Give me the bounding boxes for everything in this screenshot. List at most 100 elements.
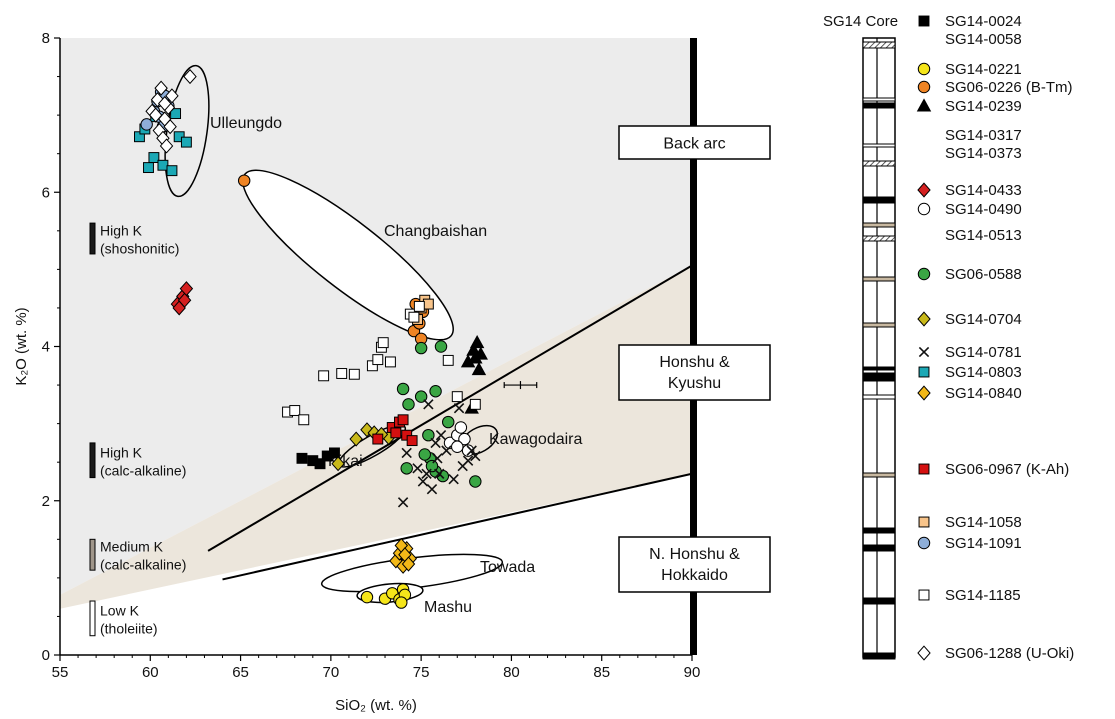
data-point	[296, 452, 308, 464]
legend-marker	[917, 536, 931, 550]
region-label: N. Honshu &	[649, 546, 740, 563]
legend-marker	[918, 589, 930, 601]
legend-label: SG14-0781	[945, 344, 1022, 361]
core-layer-stripe	[862, 394, 896, 400]
legend-marker	[916, 98, 932, 112]
data-point	[154, 80, 168, 96]
data-point	[423, 399, 434, 410]
field-label: Ulleungdo	[210, 115, 282, 132]
data-point	[470, 450, 481, 462]
core-layer-stripe	[862, 97, 896, 102]
data-point	[397, 497, 409, 508]
potassium-series-label: High K	[100, 444, 143, 460]
upper-boundary-line	[207, 264, 693, 552]
data-point	[435, 430, 447, 441]
core-log: SG14 Core SG14-0024SG14-0058SG14-0221SG06…	[823, 13, 1074, 662]
x-marker-stroke	[417, 476, 429, 487]
legend-entry: SG14-0317	[945, 127, 1022, 144]
data-point	[329, 447, 340, 459]
legend-marker	[917, 267, 931, 281]
x-marker-stroke	[435, 430, 447, 441]
legend-entry: SG14-1091	[917, 535, 1022, 552]
data-point	[430, 437, 441, 449]
legend-label: SG06-0226 (B-Tm)	[945, 79, 1073, 96]
data-point	[372, 433, 384, 445]
field-label: Mashu	[424, 599, 472, 616]
legend-entry: SG14-0024	[918, 13, 1022, 30]
data-point	[454, 421, 468, 434]
x-tick-label: 75	[413, 664, 430, 681]
x-marker-stroke	[918, 346, 930, 358]
x-marker-stroke	[453, 403, 465, 414]
data-point	[360, 590, 374, 604]
data-points	[134, 68, 488, 609]
data-point	[469, 398, 481, 410]
x-marker-stroke	[401, 447, 412, 459]
lower-boundary-line	[222, 472, 693, 581]
region-label: Kyushu	[668, 375, 721, 392]
legend-label: SG06-0967 (K-Ah)	[945, 461, 1069, 478]
legend-marker	[917, 80, 931, 94]
x-marker-stroke	[426, 483, 438, 495]
series-sg14-0840	[389, 537, 418, 574]
legend-marker	[917, 385, 931, 401]
data-point	[417, 476, 429, 487]
data-point	[453, 403, 465, 414]
core-layer-stripe	[862, 527, 896, 534]
data-point	[158, 95, 172, 112]
data-point	[166, 165, 178, 177]
back-arc-region	[60, 38, 692, 595]
x-marker-stroke	[421, 468, 432, 479]
potassium-series-label: (calc-alkaline)	[100, 462, 186, 478]
potassium-series-label: (tholeiite)	[100, 620, 158, 636]
series-sg14-0781	[397, 399, 481, 508]
core-layer-stripe	[862, 322, 896, 328]
data-point	[400, 462, 413, 475]
legend-label: SG14-0840	[945, 385, 1022, 402]
data-point	[471, 362, 487, 376]
x-tick-label: 85	[593, 664, 610, 681]
x-tick-label: 70	[323, 664, 340, 681]
x-marker-stroke	[448, 473, 459, 485]
core-layer-stripe	[862, 472, 896, 478]
legend-entry: SG14-0221	[917, 61, 1022, 78]
legend-marker	[918, 516, 930, 528]
data-point	[442, 415, 455, 429]
data-point	[469, 335, 485, 349]
x-marker-stroke	[434, 468, 445, 479]
data-point	[429, 385, 442, 398]
data-point	[402, 398, 415, 411]
legend-label: SG14-0317	[945, 127, 1022, 144]
series-sg14-0221	[360, 583, 412, 609]
data-point	[289, 405, 301, 416]
field-label: Changbaishan	[384, 223, 487, 240]
core-layer-stripe	[862, 222, 896, 228]
data-point	[426, 483, 438, 495]
data-point	[372, 354, 384, 366]
data-point	[434, 468, 445, 479]
data-point	[458, 432, 471, 446]
legend-entry: SG14-1058	[918, 514, 1022, 531]
data-point	[331, 456, 345, 472]
core-layer-stripe	[862, 597, 896, 605]
series-sg14-0433	[170, 281, 194, 316]
data-point	[384, 356, 396, 368]
data-point	[421, 468, 432, 479]
legend-entry: SG14-0373	[945, 145, 1022, 162]
legend-label: SG14-0024	[945, 13, 1022, 30]
data-point	[408, 311, 420, 323]
data-point	[163, 119, 177, 135]
legend-marker	[918, 346, 930, 358]
y-tick-label: 6	[42, 184, 50, 201]
legend-marker	[917, 62, 931, 76]
data-point	[412, 463, 423, 474]
back-arc-box: Back arc	[618, 125, 771, 160]
core-column	[862, 37, 896, 658]
legend-marker	[917, 182, 931, 198]
potassium-series-label: Medium K	[100, 539, 164, 555]
legend-label: SG14-0239	[945, 98, 1022, 115]
core-layer-stripe	[862, 544, 896, 552]
data-point	[469, 475, 482, 488]
legend-label: SG14-0490	[945, 201, 1022, 218]
data-point	[183, 68, 197, 85]
